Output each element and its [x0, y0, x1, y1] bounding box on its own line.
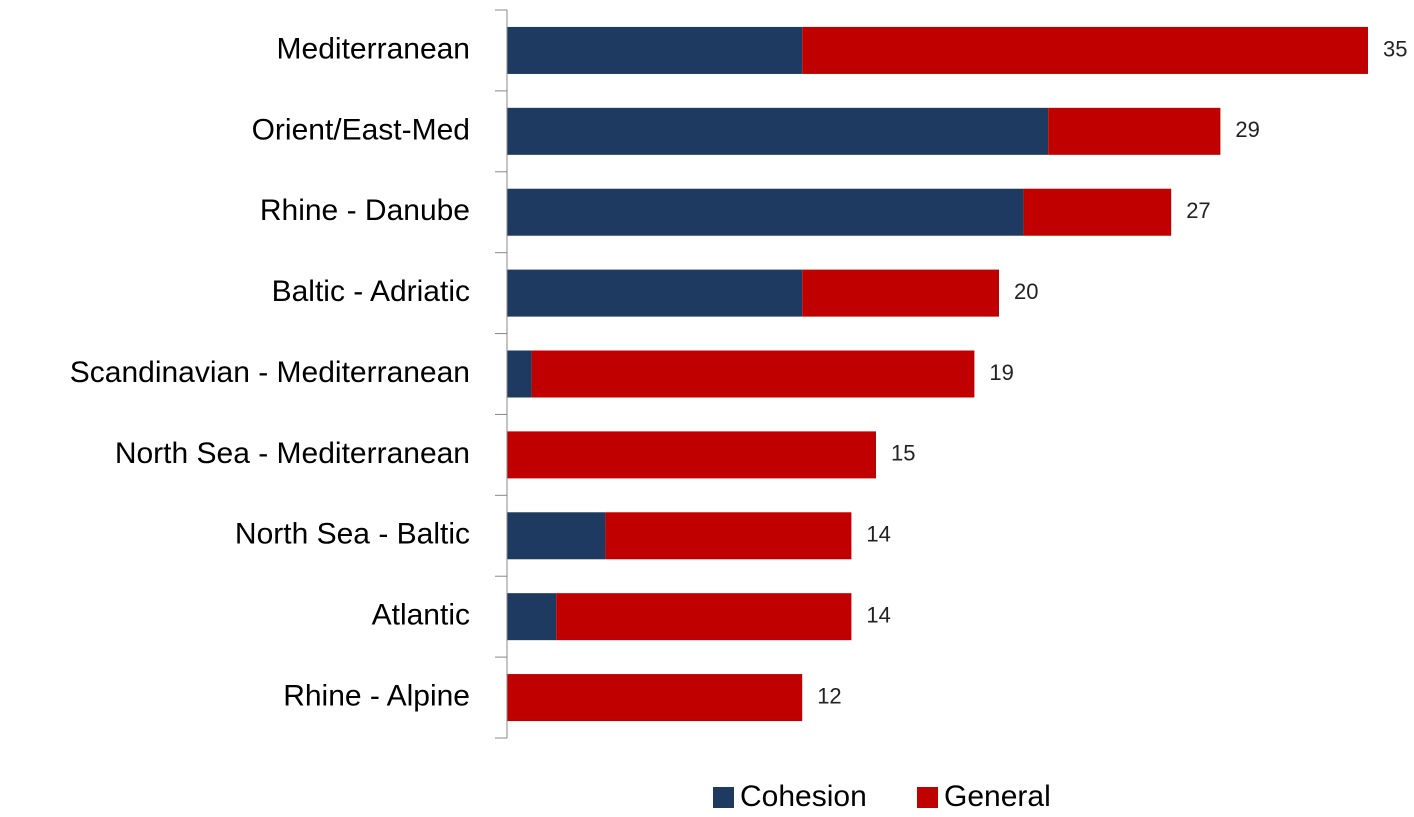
category-label: Mediterranean: [277, 32, 470, 65]
bar-segment: [556, 593, 852, 641]
bar-segment: [507, 188, 1024, 236]
category-label: Orient/East-Med: [252, 113, 470, 146]
value-label: 12: [817, 683, 841, 708]
legend-swatch: [917, 787, 938, 808]
bar-segment: [507, 26, 803, 74]
value-label: 29: [1235, 117, 1259, 142]
legend-label: General: [944, 780, 1051, 812]
value-label: 14: [866, 602, 890, 627]
category-label: Rhine - Danube: [260, 194, 470, 227]
bar-segment: [507, 593, 557, 641]
value-label: 15: [891, 441, 915, 466]
bar-segment: [507, 674, 803, 722]
legend-label: Cohesion: [740, 780, 867, 812]
category-label: North Sea - Mediterranean: [115, 437, 470, 470]
value-label: 19: [989, 360, 1013, 385]
value-label: 20: [1014, 279, 1038, 304]
bar-segment: [802, 269, 999, 317]
bar-segment: [1048, 107, 1221, 155]
category-label: Scandinavian - Mediterranean: [70, 356, 470, 389]
legend-swatch: [713, 787, 734, 808]
bar-segment: [507, 350, 532, 398]
category-label: North Sea - Baltic: [235, 518, 470, 551]
bar-segment: [802, 26, 1368, 74]
bar-segment: [507, 431, 876, 479]
bar-segment: [507, 269, 803, 317]
value-label: 35: [1383, 36, 1407, 61]
bar-segment: [605, 512, 852, 560]
value-label: 27: [1186, 198, 1210, 223]
bar-segment: [531, 350, 975, 398]
category-label: Baltic - Adriatic: [272, 275, 470, 308]
bar-segment: [507, 512, 606, 560]
category-label: Atlantic: [372, 599, 470, 632]
bar-segment: [507, 107, 1049, 155]
category-label: Rhine - Alpine: [283, 679, 470, 712]
bar-segment: [1023, 188, 1172, 236]
value-label: 14: [866, 522, 890, 547]
